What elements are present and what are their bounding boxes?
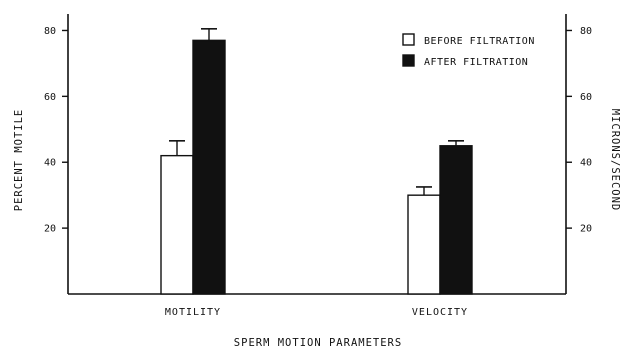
category-label-velocity: VELOCITY xyxy=(412,307,468,318)
right-y-ticks: 20 40 60 80 xyxy=(566,26,592,235)
left-y-tick-label: 40 xyxy=(44,158,56,169)
right-y-tick-label: 20 xyxy=(580,224,592,235)
category-label-motility: MOTILITY xyxy=(165,307,221,318)
category-labels: MOTILITY VELOCITY xyxy=(165,307,468,318)
legend: BEFORE FILTRATION AFTER FILTRATION xyxy=(402,33,535,68)
x-axis-title: SPERM MOTION PARAMETERS xyxy=(234,337,402,348)
legend-label-after: AFTER FILTRATION xyxy=(424,57,528,68)
left-y-tick-label: 60 xyxy=(44,92,56,103)
chart-axes xyxy=(67,14,567,295)
legend-label-before: BEFORE FILTRATION xyxy=(424,36,535,47)
bar-before-motility xyxy=(160,154,194,295)
right-y-axis-title: MICRONS/SECOND xyxy=(609,109,621,212)
left-y-tick-label: 80 xyxy=(44,26,56,37)
bar-after-velocity xyxy=(439,145,473,295)
right-y-tick-label: 80 xyxy=(580,26,592,37)
bar-before-velocity xyxy=(407,194,441,295)
left-y-axis-title: PERCENT MOTILE xyxy=(13,109,25,212)
left-y-tick-label: 20 xyxy=(44,224,56,235)
bar-after-motility xyxy=(192,39,226,295)
bars xyxy=(160,28,473,295)
left-y-ticks: 20 40 60 80 xyxy=(44,26,68,235)
legend-swatch-after xyxy=(402,54,415,67)
legend-swatch-before xyxy=(402,33,415,46)
right-y-tick-label: 60 xyxy=(580,92,592,103)
right-y-tick-label: 40 xyxy=(580,158,592,169)
